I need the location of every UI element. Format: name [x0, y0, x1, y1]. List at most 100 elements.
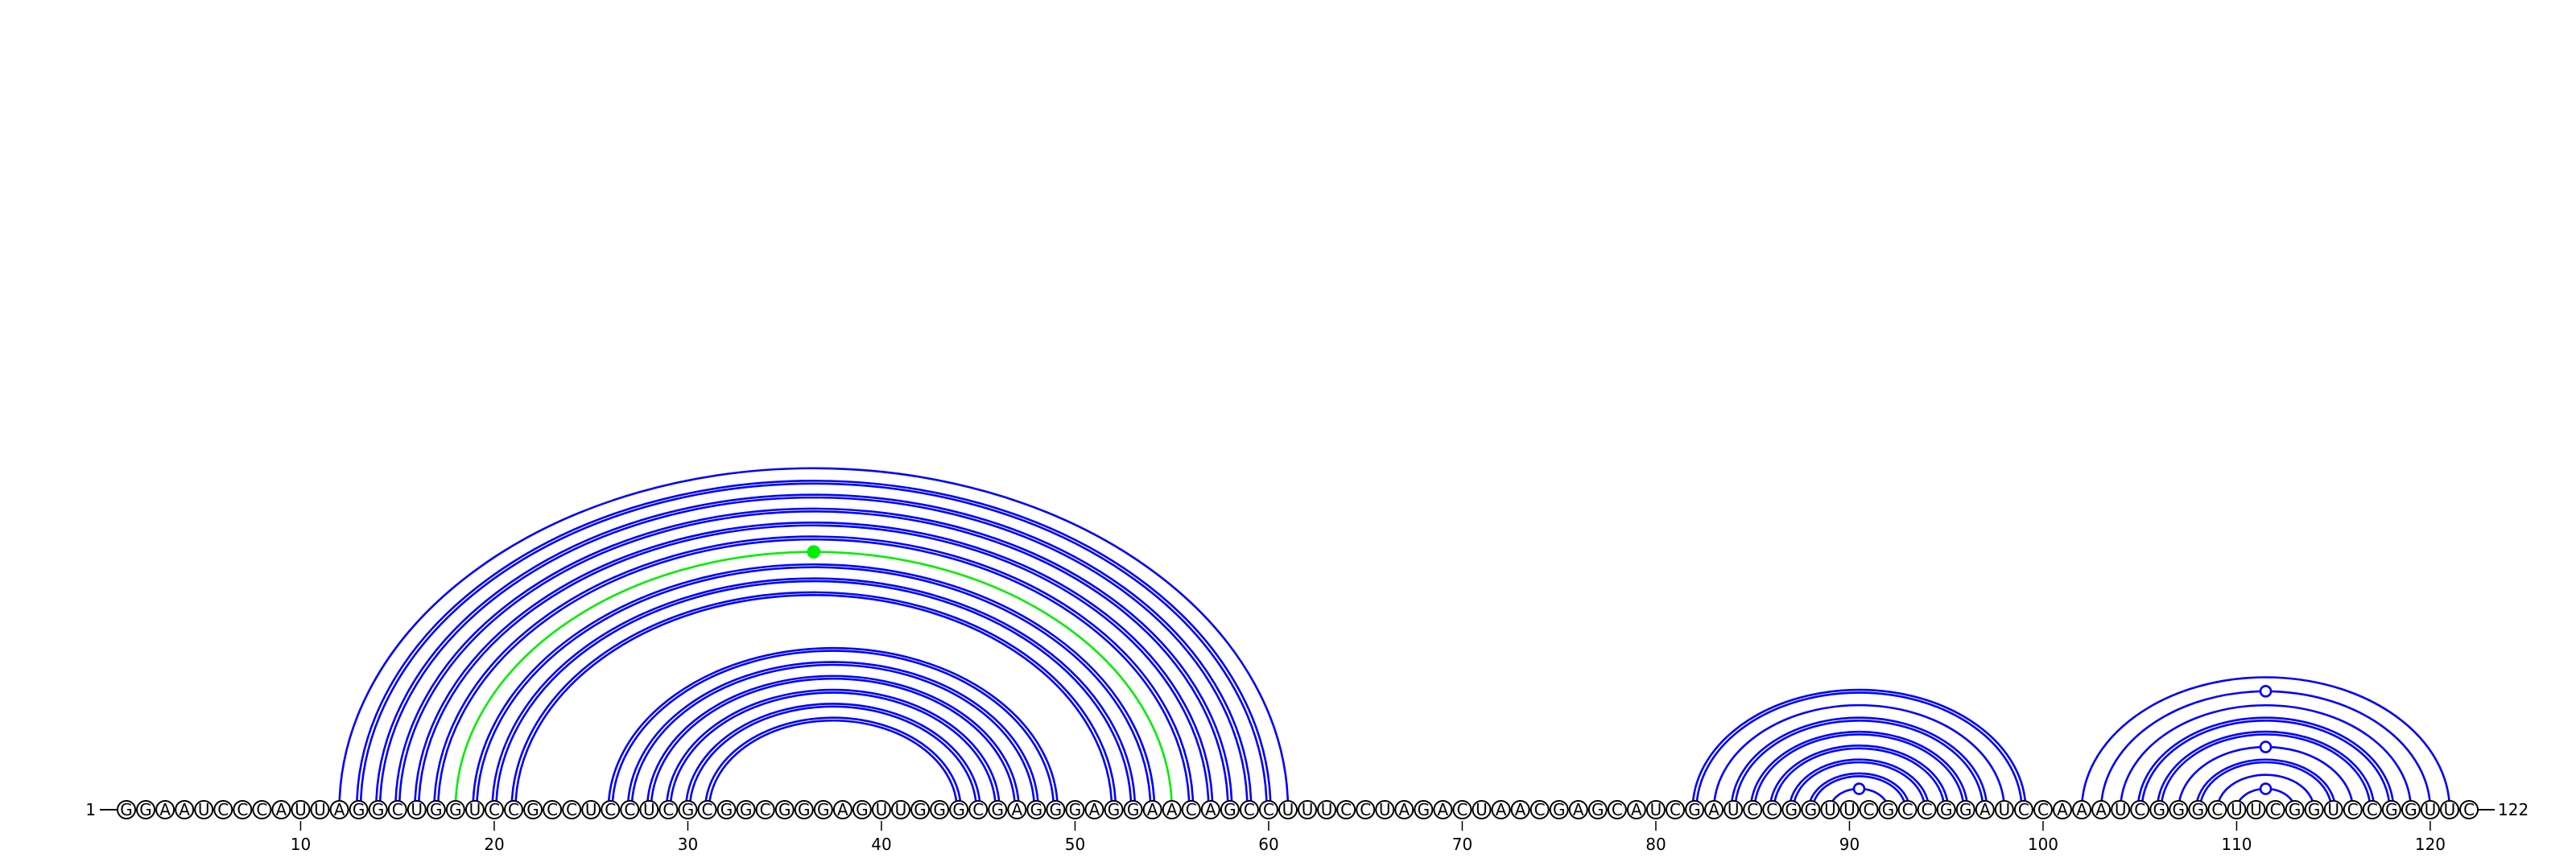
- nucleotide-letter: C: [2347, 800, 2359, 819]
- nucleotide-letter: G: [914, 800, 927, 819]
- pair-marker-103-120: [2259, 685, 2273, 698]
- nucleotide-30: G: [678, 800, 698, 819]
- nucleotide-18: G: [445, 800, 465, 819]
- base-pair-arc-13-60-2: [359, 482, 1268, 811]
- nucleotide-82: G: [1685, 800, 1705, 819]
- base-pair-arc-15-58-1: [394, 507, 1233, 811]
- nucleotide-letter: U: [2250, 800, 2262, 819]
- nucleotide-39: G: [852, 800, 872, 819]
- nucleotide-letter: G: [992, 800, 1005, 819]
- nucleotide-69: A: [1433, 800, 1453, 819]
- nucleotide-letter: G: [740, 800, 753, 819]
- base-pair-arc-82-99-1: [1691, 688, 2027, 811]
- nucleotide-74: C: [1530, 800, 1550, 819]
- nucleotide-letter: C: [217, 800, 229, 819]
- nucleotide-letter: C: [1340, 800, 1352, 819]
- nucleotide-letter: C: [1360, 800, 1371, 819]
- base-pair-arc-17-56-1: [433, 535, 1195, 811]
- tick-label: 40: [871, 835, 891, 854]
- nucleotide-letter: C: [1186, 800, 1197, 819]
- nucleotide-11: U: [310, 800, 330, 819]
- nucleotide-letter: A: [1515, 800, 1526, 819]
- nucleotide-letter: C: [1766, 800, 1777, 819]
- base-pair-arc-106-117-1: [2156, 730, 2376, 811]
- nucleotide-107: G: [2169, 800, 2189, 819]
- nucleotide-letter: A: [2076, 800, 2087, 819]
- nucleotide-letter: C: [1244, 800, 1255, 819]
- nucleotide-letter: C: [547, 800, 558, 819]
- base-pair-arc-85-96-2: [1753, 733, 1965, 811]
- nucleotide-letter: A: [1708, 800, 1719, 819]
- nucleotide-letter: G: [1108, 800, 1121, 819]
- tick-70: 70: [1452, 821, 1472, 854]
- tick-label: 10: [291, 835, 311, 854]
- nucleotide-letter: G: [1688, 800, 1701, 819]
- nucleotide-47: A: [1007, 800, 1027, 819]
- nucleotide-113: G: [2285, 800, 2305, 819]
- nucleotide-letter: A: [159, 800, 171, 819]
- nucleotide-60: C: [1258, 800, 1278, 819]
- nucleotide-letter: U: [1824, 800, 1836, 819]
- nucleotide-letter: G: [778, 800, 791, 819]
- nucleotide-117: C: [2362, 800, 2382, 819]
- tick-50: 50: [1065, 821, 1085, 854]
- nucleotide-letter: G: [817, 800, 830, 819]
- nucleotide-letter: A: [1979, 800, 1991, 819]
- nucleotide-23: C: [543, 800, 563, 819]
- base-pair-arc-29-46-2: [669, 691, 997, 811]
- nucleotide-68: G: [1414, 800, 1434, 819]
- base-pair-arc-15-58-2: [398, 510, 1229, 811]
- nucleotide-letter: U: [1999, 800, 2011, 819]
- nucleotide-7: C: [233, 800, 253, 819]
- nucleotide-letter: C: [1670, 800, 1681, 819]
- base-pair-arc-85-96-1: [1749, 730, 1969, 811]
- nucleotide-letter: G: [372, 800, 385, 819]
- nucleotide-letter: G: [1805, 800, 1818, 819]
- nucleotide-letter: C: [1902, 800, 1913, 819]
- nucleotide-letter: U: [2115, 800, 2127, 819]
- nucleotide-letter: G: [1418, 800, 1430, 819]
- tick-label: 50: [1065, 835, 1085, 854]
- tick-label: 60: [1258, 835, 1278, 854]
- nucleotide-71: U: [1472, 800, 1492, 819]
- nucleotide-120: U: [2420, 800, 2440, 819]
- nucleotide-12: A: [329, 800, 349, 819]
- nucleotide-letter: A: [1011, 800, 1022, 819]
- nucleotide-letter: A: [334, 800, 345, 819]
- nucleotide-77: G: [1587, 800, 1608, 819]
- nucleotide-letter: G: [1553, 800, 1566, 819]
- nucleotide-letter: A: [837, 800, 848, 819]
- nucleotide-4: A: [175, 800, 195, 819]
- nucleotide-letter: C: [392, 800, 403, 819]
- nucleotide-letter: C: [605, 800, 616, 819]
- tick-label: 120: [2415, 835, 2446, 854]
- nucleotide-letter: G: [1959, 800, 1972, 819]
- base-pair-arc-13-60-1: [355, 480, 1272, 811]
- nucleotide-59: C: [1239, 800, 1259, 819]
- nucleotide-13: G: [349, 800, 369, 819]
- nucleotide-72: A: [1491, 800, 1511, 819]
- tick-label: 100: [2028, 835, 2058, 854]
- nucleotide-letter: G: [139, 800, 152, 819]
- base-pair-arc-30-45-1: [684, 703, 981, 811]
- nucleotide-36: G: [794, 800, 814, 819]
- nucleotide-108: G: [2188, 800, 2208, 819]
- nucleotide-41: U: [891, 800, 910, 819]
- base-pair-arc-108-115-1: [2194, 758, 2337, 811]
- base-pair-arc-20-53-2: [495, 580, 1133, 811]
- nucleotide-15: C: [387, 800, 407, 819]
- nucleotide-43: G: [930, 800, 950, 819]
- nucleotide-19: U: [464, 800, 485, 819]
- tick-110: 110: [2221, 821, 2252, 854]
- nucleotide-letter: U: [585, 800, 597, 819]
- nucleotide-letter: C: [1922, 800, 1933, 819]
- nucleotide-letter: G: [2405, 800, 2417, 819]
- nucleotide-letter: A: [1166, 800, 1178, 819]
- nucleotide-letter: U: [198, 800, 210, 819]
- nucleotide-letter: G: [2153, 800, 2166, 819]
- nucleotide-44: G: [949, 800, 969, 819]
- nucleotide-letter: U: [643, 800, 655, 819]
- nucleotide-letter: C: [489, 800, 500, 819]
- nucleotide-letter: U: [1476, 800, 1488, 819]
